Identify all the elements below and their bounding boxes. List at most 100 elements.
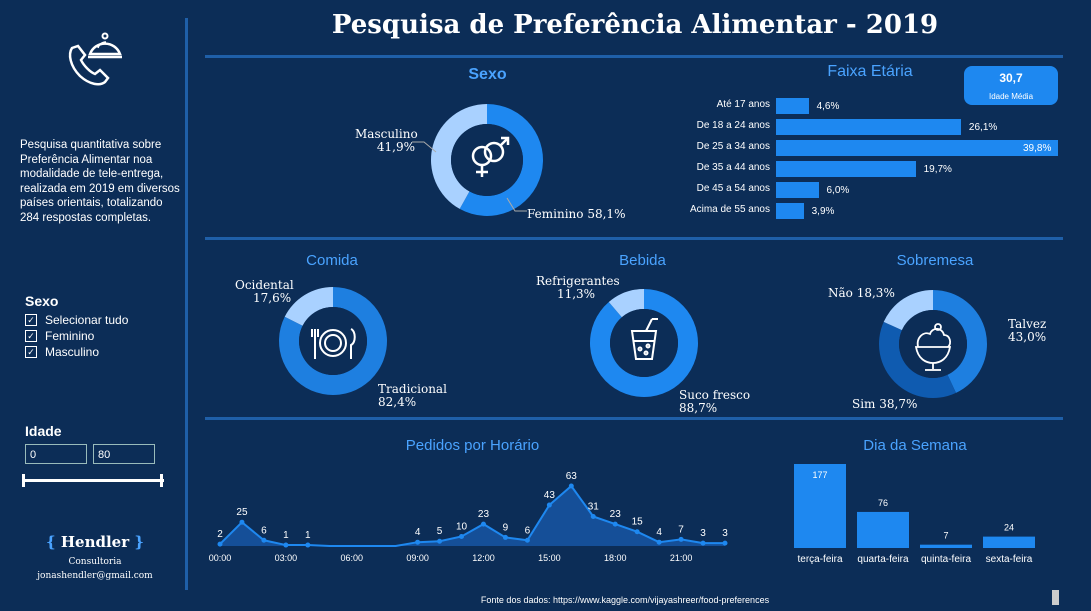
area-point[interactable] xyxy=(459,533,465,539)
dia-bar[interactable] xyxy=(857,511,909,548)
checkbox-masculino[interactable]: ✓ Masculino xyxy=(25,344,128,360)
idade-slicer-title: Idade xyxy=(25,423,62,439)
area-point[interactable] xyxy=(568,483,574,489)
ice-cream-sundae-icon xyxy=(914,323,952,371)
dia-value-label: 24 xyxy=(1004,523,1014,533)
description-text: Pesquisa quantitativa sobre Preferência … xyxy=(20,139,180,224)
check-icon: ✓ xyxy=(25,330,37,342)
area-point[interactable] xyxy=(415,539,421,545)
donut-slice-suco-fresco[interactable] xyxy=(590,289,698,397)
dia-value-label: 7 xyxy=(943,531,948,541)
donut-slice-ocidental[interactable] xyxy=(284,287,333,326)
donut-slice-refrigerantes[interactable] xyxy=(608,289,644,318)
donut-slice-nao[interactable] xyxy=(883,290,933,331)
area-point[interactable] xyxy=(502,534,508,540)
dia-bar[interactable] xyxy=(794,464,846,548)
check-icon: ✓ xyxy=(25,314,37,326)
comida-label-ocidental: Ocidental 17,6% xyxy=(235,278,294,305)
dia-bar-chart: 177 terça-feira 76 quarta-feira 7 quinta-feir… xyxy=(794,464,1035,565)
area-data-label: 7 xyxy=(678,524,684,535)
area-data-label: 31 xyxy=(588,501,600,512)
dia-bar[interactable] xyxy=(983,536,1035,548)
sobremesa-donut-chart xyxy=(879,290,987,398)
donut-slice-sim[interactable] xyxy=(879,321,956,398)
faixa-value-label: 6,0% xyxy=(826,185,850,196)
area-point[interactable] xyxy=(239,519,245,525)
area-point[interactable] xyxy=(722,540,728,546)
checkbox-feminino[interactable]: ✓ Feminino xyxy=(25,328,128,344)
dia-category-label: terça-feira xyxy=(797,554,842,565)
sexo-label-masculino: Masculino 41,9% xyxy=(355,127,418,154)
idade-min-input[interactable]: 0 xyxy=(25,444,87,464)
footer-source: Fonte dos dados: https://www.kaggle.com/… xyxy=(480,595,770,605)
dia-bar[interactable] xyxy=(920,544,972,548)
area-point[interactable] xyxy=(546,502,552,508)
area-point[interactable] xyxy=(612,521,618,527)
x-tick-label: 00:00 xyxy=(209,553,232,563)
donut-hole xyxy=(899,310,967,378)
area-data-label: 1 xyxy=(305,530,311,541)
dia-category-label: sexta-feira xyxy=(986,554,1033,565)
faixa-bar[interactable] xyxy=(776,119,961,135)
checkbox-select-all[interactable]: ✓ Selecionar tudo xyxy=(25,312,128,328)
food-delivery-phone-icon xyxy=(62,28,130,88)
idade-range-slider[interactable] xyxy=(24,479,164,482)
area-fill xyxy=(220,486,725,546)
area-data-label: 6 xyxy=(525,525,531,536)
donut-slice-talvez[interactable] xyxy=(933,290,987,393)
faixa-etaria-bar-chart: Até 17 anos 4,6% De 18 a 24 anos 26,1% De 25… xyxy=(660,96,1080,226)
donut-slice-feminino[interactable] xyxy=(459,104,543,216)
area-data-label: 1 xyxy=(283,530,289,541)
area-point[interactable] xyxy=(261,537,267,543)
vertical-divider xyxy=(185,18,188,590)
sobremesa-chart-title: Sobremesa xyxy=(896,252,974,269)
area-point[interactable] xyxy=(656,539,662,545)
area-point[interactable] xyxy=(217,541,223,547)
donut-slice-masculino[interactable] xyxy=(431,104,487,209)
scrollbar[interactable] xyxy=(1052,590,1059,605)
faixa-bar[interactable] xyxy=(776,161,916,177)
area-data-label: 23 xyxy=(610,509,622,520)
area-point[interactable] xyxy=(524,537,530,543)
x-tick-label: 18:00 xyxy=(604,553,627,563)
area-data-label: 9 xyxy=(503,522,509,533)
comida-chart-title: Comida xyxy=(306,252,358,269)
sexo-leader-feminino xyxy=(506,197,527,212)
area-point[interactable] xyxy=(678,536,684,542)
area-point[interactable] xyxy=(283,542,289,548)
faixa-bar[interactable] xyxy=(776,140,1058,156)
faixa-bar[interactable] xyxy=(776,182,819,198)
area-point[interactable] xyxy=(590,513,596,519)
area-data-label: 4 xyxy=(415,527,421,538)
area-point[interactable] xyxy=(480,521,486,527)
faixa-value-label: 26,1% xyxy=(968,122,998,133)
slider-handle-max[interactable] xyxy=(160,474,163,487)
sexo-slicer-title: Sexo xyxy=(25,293,59,309)
idade-max-input[interactable]: 80 xyxy=(93,444,155,464)
sobremesa-label-nao: Não 18,3% xyxy=(828,286,895,300)
check-icon: ✓ xyxy=(25,346,37,358)
comida-donut-chart xyxy=(279,287,387,395)
faixa-value-label: 3,9% xyxy=(811,206,835,217)
x-tick-label: 12:00 xyxy=(472,553,495,563)
bebida-chart-title: Bebida xyxy=(619,252,666,269)
area-data-label: 6 xyxy=(261,525,267,536)
area-data-label: 4 xyxy=(656,527,662,538)
donut-hole xyxy=(299,307,367,375)
donut-hole xyxy=(451,124,523,196)
area-data-label: 3 xyxy=(700,528,706,539)
area-data-label: 15 xyxy=(632,517,644,528)
area-point[interactable] xyxy=(700,540,706,546)
faixa-bar[interactable] xyxy=(776,98,809,114)
page-title: Pesquisa de Preferência Alimentar - 2019 xyxy=(331,10,939,40)
area-point[interactable] xyxy=(634,529,640,535)
donut-slice-tradicional[interactable] xyxy=(279,287,387,395)
sobremesa-label-talvez: Talvez 43,0% xyxy=(1008,317,1047,344)
faixa-bar[interactable] xyxy=(776,203,804,219)
slider-handle-min[interactable] xyxy=(22,474,25,487)
area-point[interactable] xyxy=(437,538,443,544)
faixa-value-label: 4,6% xyxy=(816,101,840,112)
x-tick-label: 03:00 xyxy=(275,553,298,563)
area-point[interactable] xyxy=(305,542,311,548)
area-data-label: 10 xyxy=(456,521,468,532)
